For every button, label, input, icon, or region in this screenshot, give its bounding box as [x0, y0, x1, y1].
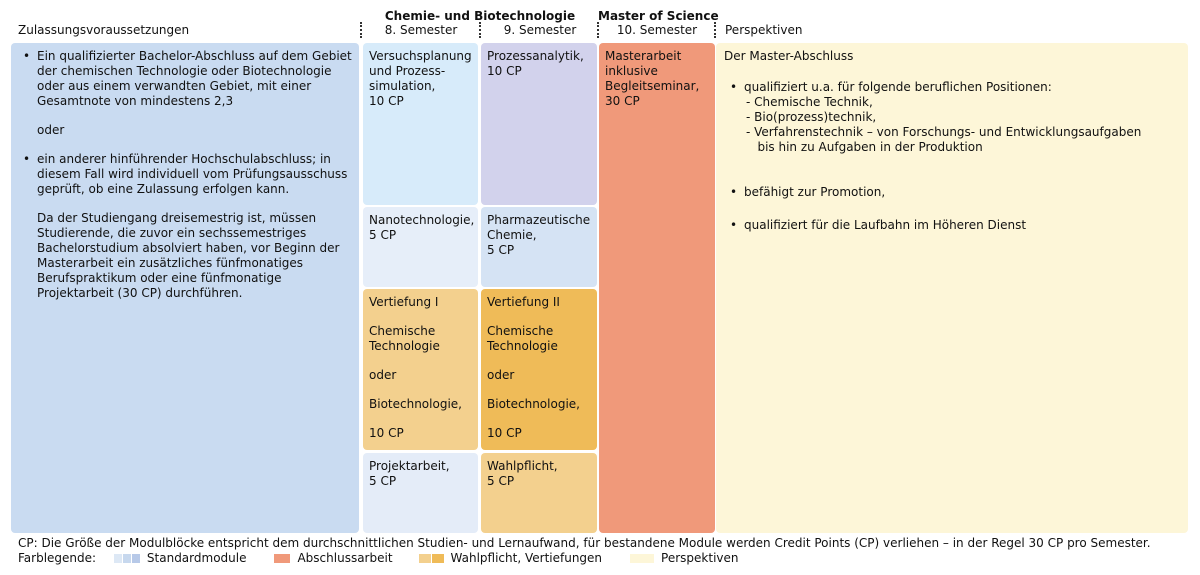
module-text: Vertiefung I — [369, 295, 439, 309]
module-text: Technologie — [369, 339, 440, 353]
perspektiven-intro: Der Master-Abschluss — [724, 49, 854, 63]
header-degree: Master of Science — [598, 9, 719, 23]
zulassung-oder: oder — [37, 123, 65, 137]
module-text: und Prozess- — [369, 64, 446, 78]
legend-text: Wahlpflicht, Vertiefungen — [450, 551, 603, 565]
header-zulassung: Zulassungsvoraussetzungen — [18, 23, 190, 37]
module-text: Nanotechnologie, — [369, 213, 475, 227]
header-sem10: 10. Semester — [616, 23, 698, 37]
module-text: Chemische — [369, 324, 436, 338]
footer-legend: Farblegende: Standardmodule Abschlussarbe… — [18, 551, 739, 566]
module-cp: 5 CP — [369, 474, 397, 488]
module-prozessanalytik: Prozessanalytik, 10 CP — [481, 43, 597, 205]
perspektiven-position: - Verfahrenstechnik – von Forschungs- un… — [746, 125, 1142, 139]
module-text: Technologie — [487, 339, 558, 353]
module-cp: 5 CP — [487, 243, 515, 257]
module-text: Projektarbeit, — [369, 459, 450, 473]
column-divider — [714, 22, 718, 38]
perspektiven-position: bis hin zu Aufgaben in der Produktion — [746, 140, 983, 154]
module-nanotechnologie: Nanotechnologie, 5 CP — [363, 207, 478, 287]
legend-label: Farblegende: — [18, 551, 97, 565]
module-text: inklusive — [605, 64, 658, 78]
zulassung-box: Ein qualifizierter Bachelor-Abschluss au… — [11, 43, 359, 533]
legend-swatch — [274, 551, 291, 566]
module-text: oder — [369, 368, 397, 382]
perspektiven-position: - Chemische Technik, — [746, 95, 873, 109]
zulassung-bullet-1: Ein qualifizierter Bachelor-Abschluss au… — [17, 49, 353, 109]
legend-item: Standardmodule — [113, 551, 247, 566]
legend-swatch — [418, 551, 445, 566]
legend-text: Standardmodule — [146, 551, 247, 565]
module-vertiefung-1: Vertiefung I Chemische Technologie oder … — [363, 289, 478, 450]
header-program: Chemie- und Biotechnologie — [384, 9, 576, 23]
legend-text: Abschlussarbeit — [297, 551, 393, 565]
column-divider — [479, 22, 483, 38]
module-projektarbeit: Projektarbeit, 5 CP — [363, 453, 478, 533]
column-divider — [360, 22, 364, 38]
header-sem8: 8. Semester — [384, 23, 458, 37]
header-sem9: 9. Semester — [503, 23, 577, 37]
module-text: simulation, — [369, 79, 436, 93]
module-text: Biotechnologie, — [487, 397, 580, 411]
perspektiven-box: Der Master-Abschluss qualifiziert u.a. f… — [716, 43, 1188, 533]
module-text: Wahlpflicht, — [487, 459, 558, 473]
zulassung-bullet-2: ein anderer hinführender Hochschulabschl… — [17, 152, 353, 197]
module-pharmazeutische-chemie: Pharmazeutische Chemie, 5 CP — [481, 207, 597, 287]
module-text: Chemie, — [487, 228, 537, 242]
column-divider — [597, 22, 601, 38]
legend-item: Perspektiven — [630, 551, 739, 566]
legend-swatch — [630, 551, 655, 566]
module-text: oder — [487, 368, 515, 382]
footer-cp-note: CP: Die Größe der Modulblöcke entspricht… — [18, 536, 1151, 550]
legend-item: Wahlpflicht, Vertiefungen — [418, 551, 603, 566]
legend-text: Perspektiven — [661, 551, 739, 565]
module-text: Masterarbeit — [605, 49, 682, 63]
module-cp: 10 CP — [487, 64, 522, 78]
legend-swatch — [113, 551, 141, 566]
module-versuchsplanung: Versuchsplanung und Prozess- simulation,… — [363, 43, 478, 205]
module-masterarbeit: Masterarbeit inklusive Begleitseminar, 3… — [599, 43, 715, 533]
module-cp: 30 CP — [605, 94, 640, 108]
module-text: Biotechnologie, — [369, 397, 462, 411]
module-text: Chemische — [487, 324, 554, 338]
module-text: Vertiefung II — [487, 295, 560, 309]
header-perspektiven: Perspektiven — [725, 23, 803, 37]
module-vertiefung-2: Vertiefung II Chemische Technologie oder… — [481, 289, 597, 450]
legend-item: Abschlussarbeit — [274, 551, 393, 566]
module-cp: 10 CP — [369, 94, 404, 108]
legend-items: Standardmodule Abschlussarbeit Wahlpflicht… — [100, 551, 739, 565]
module-text: Prozessanalytik, — [487, 49, 584, 63]
perspektiven-bullet-3: qualifiziert für die Laufbahn im Höheren… — [724, 218, 1180, 233]
module-cp: 5 CP — [487, 474, 515, 488]
module-cp: 10 CP — [369, 426, 404, 440]
module-text: Begleitseminar, — [605, 79, 700, 93]
zulassung-note: Da der Studiengang dreisemestrig ist, mü… — [37, 211, 340, 300]
perspektiven-bullet-text: qualifiziert u.a. für folgende beruflich… — [744, 80, 1052, 94]
perspektiven-bullet-1: qualifiziert u.a. für folgende beruflich… — [724, 80, 1180, 155]
perspektiven-bullet-2: befähigt zur Promotion, — [724, 185, 1180, 200]
module-wahlpflicht: Wahlpflicht, 5 CP — [481, 453, 597, 533]
module-text: Versuchsplanung — [369, 49, 472, 63]
module-text: Pharmazeutische — [487, 213, 591, 227]
module-cp: 5 CP — [369, 228, 397, 242]
perspektiven-position: - Bio(prozess)technik, — [746, 110, 877, 124]
module-cp: 10 CP — [487, 426, 522, 440]
